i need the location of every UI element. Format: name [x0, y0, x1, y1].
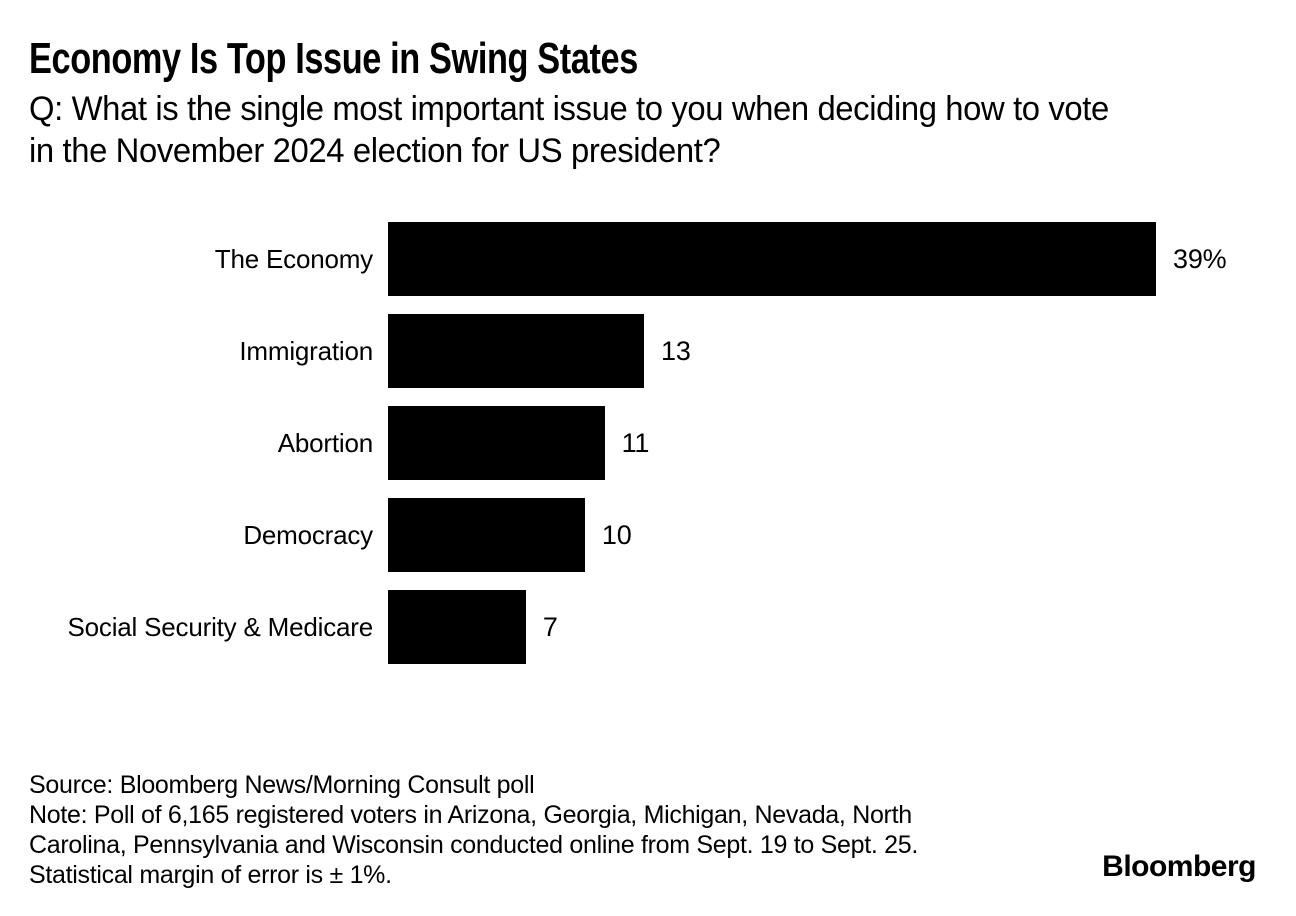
bar [388, 498, 585, 572]
category-label: Immigration [239, 335, 373, 366]
note-text-line: Statistical margin of error is ± 1%. [29, 861, 392, 889]
category-label: Social Security & Medicare [67, 611, 374, 642]
bar [388, 406, 605, 480]
bar-row: Abortion 11 [29, 406, 1269, 480]
bar [388, 222, 1156, 296]
chart-header: Economy Is Top Issue in Swing States Q: … [29, 34, 1269, 172]
horizontal-bar-chart: The Economy 39% Immigration 13 Abortion 11 Dem… [29, 222, 1269, 664]
note-text-line: Carolina, Pennsylvania and Wisconsin con… [29, 831, 919, 859]
value-label: 39% [1173, 243, 1227, 274]
source-text: Source: Bloomberg News/Morning Consult p… [29, 771, 535, 799]
value-label: 13 [661, 335, 691, 366]
category-label: The Economy [214, 243, 373, 274]
bar-row: Social Security & Medicare 7 [29, 590, 1269, 664]
note-text-line: Note: Poll of 6,165 registered voters in… [29, 801, 912, 829]
value-label: 11 [621, 427, 650, 458]
bar-row: The Economy 39% [29, 222, 1269, 296]
bar [388, 314, 644, 388]
category-label: Abortion [277, 427, 373, 458]
bar [388, 590, 526, 664]
page-title: Economy Is Top Issue in Swing States [29, 34, 638, 83]
value-label: 7 [542, 611, 558, 642]
subtitle-line: in the November 2024 election for US pre… [29, 132, 721, 170]
chart-subtitle: Q: What is the single most important iss… [29, 88, 1269, 172]
bar-row: Democracy 10 [29, 498, 1269, 572]
bar-row: Immigration 13 [29, 314, 1269, 388]
category-label: Democracy [243, 519, 373, 550]
bloomberg-logo: Bloomberg [1102, 850, 1256, 883]
chart-footer: Source: Bloomberg News/Morning Consult p… [29, 770, 918, 890]
value-label: 10 [601, 519, 632, 550]
subtitle-line: Q: What is the single most important iss… [29, 90, 1109, 128]
